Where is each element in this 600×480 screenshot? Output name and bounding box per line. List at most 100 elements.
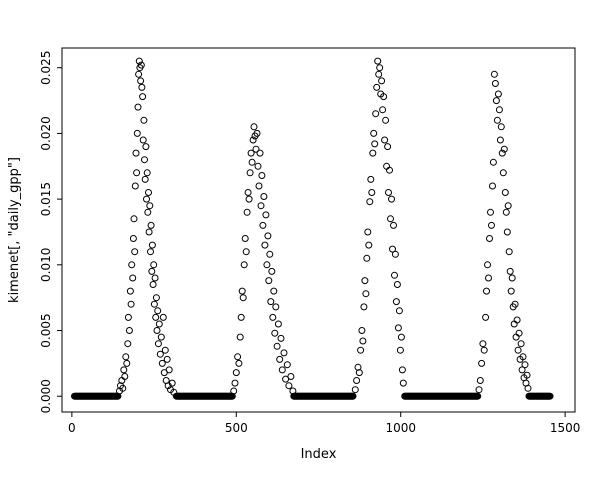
data-point bbox=[500, 145, 508, 153]
data-point bbox=[363, 254, 371, 262]
data-point bbox=[130, 215, 138, 223]
data-point bbox=[258, 172, 266, 179]
x-tick-label: 1500 bbox=[550, 421, 581, 435]
data-point bbox=[388, 195, 395, 203]
data-point bbox=[374, 57, 382, 65]
data-point bbox=[143, 195, 150, 203]
data-point bbox=[384, 143, 392, 151]
data-point bbox=[266, 250, 274, 258]
data-point bbox=[237, 313, 245, 321]
data-point bbox=[273, 342, 281, 350]
y-axis-label: kimenet[, "daily_gpp"] bbox=[7, 157, 22, 303]
data-point bbox=[271, 329, 279, 337]
data-point bbox=[372, 110, 380, 118]
data-point bbox=[366, 198, 374, 206]
y-tick-label: 0.010 bbox=[39, 248, 53, 282]
data-point bbox=[519, 353, 527, 361]
data-point bbox=[265, 277, 273, 285]
data-point bbox=[386, 166, 393, 174]
data-point bbox=[517, 340, 525, 348]
data-point bbox=[235, 359, 243, 367]
data-point bbox=[254, 162, 262, 170]
y-tick-label: 0.020 bbox=[39, 116, 53, 150]
data-point bbox=[274, 320, 282, 328]
data-point bbox=[236, 333, 244, 341]
data-point bbox=[494, 90, 502, 98]
data-point bbox=[134, 103, 142, 111]
data-point bbox=[373, 83, 381, 91]
data-point bbox=[151, 274, 159, 282]
data-point bbox=[239, 294, 247, 302]
data-point bbox=[268, 267, 276, 275]
data-point bbox=[497, 123, 505, 131]
data-point bbox=[231, 379, 239, 387]
data-point bbox=[390, 221, 397, 229]
data-point bbox=[137, 61, 145, 69]
data-point bbox=[260, 193, 268, 200]
y-tick-label: 0.025 bbox=[39, 51, 53, 85]
data-point bbox=[360, 303, 368, 311]
data-point bbox=[480, 346, 488, 354]
data-point bbox=[492, 97, 500, 105]
data-point bbox=[140, 116, 148, 124]
data-point bbox=[154, 340, 162, 348]
y-tick-label: 0.000 bbox=[39, 379, 53, 413]
data-point bbox=[285, 382, 293, 390]
data-point bbox=[158, 359, 166, 367]
data-point bbox=[511, 300, 519, 308]
data-point bbox=[482, 313, 490, 321]
data-point bbox=[487, 208, 494, 216]
data-point bbox=[489, 182, 496, 190]
data-point bbox=[283, 361, 291, 369]
data-point bbox=[133, 129, 141, 137]
x-axis-label: Index bbox=[301, 447, 337, 462]
data-point bbox=[380, 93, 388, 101]
data-point bbox=[515, 329, 523, 337]
data-point bbox=[478, 359, 486, 367]
data-point bbox=[123, 359, 131, 367]
data-point bbox=[150, 261, 158, 269]
data-point bbox=[502, 208, 510, 216]
data-point bbox=[501, 189, 509, 196]
data-point bbox=[148, 241, 156, 249]
data-point bbox=[361, 277, 369, 285]
data-point bbox=[129, 274, 137, 282]
data-point bbox=[148, 267, 156, 275]
data-point bbox=[504, 202, 512, 210]
data-point bbox=[138, 83, 146, 91]
data-point bbox=[141, 156, 148, 164]
data-point bbox=[131, 182, 139, 190]
data-point bbox=[126, 287, 134, 295]
data-point bbox=[498, 149, 506, 157]
data-point bbox=[389, 245, 396, 253]
data-point bbox=[165, 366, 173, 374]
data-point bbox=[364, 228, 372, 236]
data-point bbox=[262, 211, 270, 219]
data-point bbox=[270, 287, 278, 295]
data-point bbox=[387, 215, 394, 223]
data-point bbox=[491, 80, 499, 87]
data-point bbox=[145, 189, 152, 196]
data-point bbox=[394, 324, 402, 332]
data-point bbox=[240, 261, 248, 269]
data-point bbox=[370, 129, 378, 137]
x-tick-label: 0 bbox=[68, 421, 76, 435]
data-point bbox=[142, 143, 150, 151]
data-point bbox=[147, 248, 154, 256]
data-point bbox=[278, 366, 286, 374]
data-point bbox=[245, 195, 253, 203]
data-point bbox=[367, 175, 375, 183]
data-point bbox=[261, 241, 269, 249]
data-point bbox=[149, 281, 157, 288]
data-point bbox=[395, 307, 403, 315]
data-point bbox=[152, 313, 160, 321]
data-point bbox=[127, 300, 135, 308]
data-point bbox=[242, 248, 250, 256]
data-point bbox=[255, 182, 263, 190]
data-point bbox=[391, 250, 399, 258]
x-tick-label: 1000 bbox=[385, 421, 416, 435]
data-point bbox=[476, 377, 484, 384]
data-point bbox=[399, 379, 407, 387]
data-point bbox=[349, 392, 357, 400]
data-point bbox=[287, 373, 295, 380]
